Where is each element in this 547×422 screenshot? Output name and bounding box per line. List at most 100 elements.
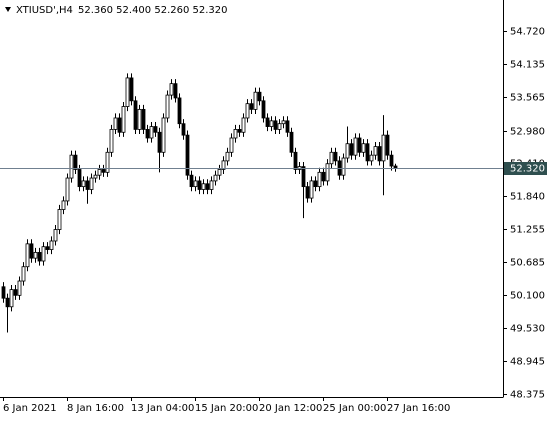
candle-body	[169, 83, 174, 96]
candle-body	[345, 143, 350, 159]
candle-body	[201, 183, 206, 190]
y-tick-label: 52.980	[510, 127, 545, 138]
candle-body	[293, 151, 298, 170]
candle-body	[321, 171, 326, 182]
candle-body	[269, 120, 274, 127]
candle-body	[121, 106, 126, 133]
y-tick-label: 50.100	[510, 291, 545, 302]
candle-body	[277, 123, 282, 130]
candle-body	[313, 180, 318, 188]
candle-body	[333, 151, 338, 162]
y-tick-label: 54.720	[510, 27, 545, 38]
candle-body	[249, 103, 254, 110]
candle-body	[289, 131, 294, 153]
candle-body	[241, 117, 246, 133]
candle-body	[149, 126, 154, 139]
candle-body	[165, 94, 170, 119]
candle-body	[65, 177, 70, 202]
candle-body	[197, 180, 202, 190]
candle-body	[281, 120, 286, 125]
candle-body	[305, 186, 310, 199]
candle-body	[253, 91, 258, 110]
candle-body	[25, 243, 30, 268]
candle-body	[117, 117, 122, 133]
x-tick-label: 13 Jan 04:00	[131, 403, 194, 414]
candle-body	[61, 200, 66, 210]
candle-body	[57, 209, 62, 230]
candle-body	[13, 289, 18, 296]
candle-body	[357, 137, 362, 153]
candle-body	[29, 243, 34, 259]
candle-body	[73, 154, 78, 170]
candle-body	[1, 286, 6, 299]
candle-body	[237, 129, 242, 133]
x-tick-label: 15 Jan 20:00	[195, 403, 258, 414]
candle-body	[37, 252, 42, 262]
candle-body	[349, 143, 354, 156]
candle-body	[81, 180, 86, 188]
candle-body	[273, 120, 278, 130]
y-tick-label: 48.945	[510, 357, 545, 368]
candle-body	[69, 154, 74, 179]
candle-body	[261, 100, 266, 119]
y-tick-label: 50.685	[510, 258, 545, 269]
candle-body	[209, 180, 214, 190]
candle-body	[153, 126, 158, 133]
candle-body	[53, 229, 58, 242]
candle-body	[129, 77, 134, 102]
candle-body	[365, 143, 370, 162]
candle-body	[369, 154, 374, 162]
candle-body	[113, 117, 118, 130]
candle-body	[89, 177, 94, 190]
candle-body	[317, 171, 322, 188]
price-label-box	[504, 162, 547, 175]
x-tick-label: 20 Jan 12:00	[259, 403, 322, 414]
candle-body	[257, 91, 262, 102]
candle-body	[213, 174, 218, 182]
candle-body	[177, 97, 182, 125]
candle-body	[105, 151, 110, 173]
candle-body	[133, 100, 138, 130]
candle-body	[9, 289, 14, 308]
y-tick-label: 53.565	[510, 93, 545, 104]
candle-body	[109, 129, 114, 153]
candle-body	[77, 169, 82, 188]
symbol: XTIUSD',H4	[16, 5, 73, 16]
candle-body	[225, 151, 230, 162]
candle-body	[193, 180, 198, 188]
x-tick-label: 25 Jan 00:00	[323, 403, 386, 414]
x-tick-label: 8 Jan 16:00	[67, 403, 124, 414]
candle-body	[361, 143, 366, 153]
x-tick-label: 6 Jan 2021	[3, 403, 57, 414]
candle-body	[101, 169, 106, 173]
candle-body	[325, 163, 330, 182]
y-tick-label: 49.530	[510, 324, 545, 335]
candle-body	[341, 157, 346, 176]
candle-body	[329, 151, 334, 165]
candle-body	[21, 266, 26, 282]
candle-body	[185, 134, 190, 176]
y-tick-label: 51.840	[510, 192, 545, 203]
candle-body	[205, 183, 210, 190]
candle-body	[265, 117, 270, 127]
candle-body	[309, 180, 314, 199]
candle-body	[245, 103, 250, 119]
candle-body	[41, 246, 46, 262]
ohlc-readout: 52.360 52.400 52.260 52.320	[78, 5, 228, 16]
price-label: 52.320	[510, 164, 545, 175]
candle-body	[145, 129, 150, 139]
menu-triangle[interactable]	[5, 7, 11, 12]
candle-body	[93, 174, 98, 179]
candle-body	[157, 131, 162, 153]
candle-body	[125, 77, 130, 107]
candle-body	[385, 134, 390, 156]
candle-body	[393, 165, 398, 169]
candle-body	[221, 160, 226, 170]
y-tick-label: 54.135	[510, 60, 545, 71]
candle-body	[353, 137, 358, 156]
candle-body	[301, 166, 306, 188]
candle-body	[161, 117, 166, 153]
y-tick-label: 48.375	[510, 390, 545, 401]
